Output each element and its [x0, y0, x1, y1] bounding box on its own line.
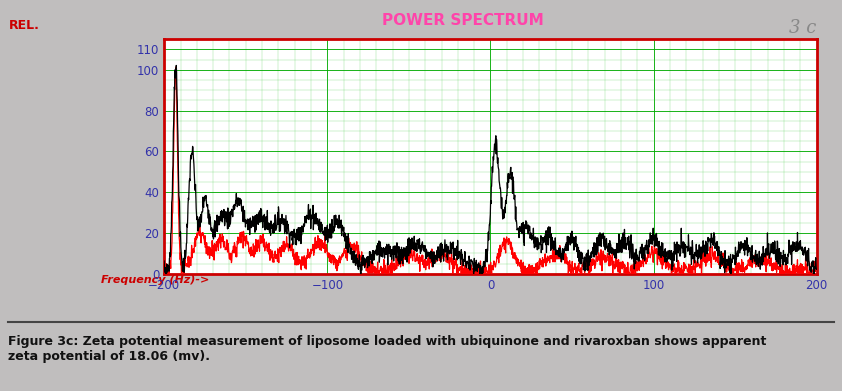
Text: Frequency (Hz)->: Frequency (Hz)-> [101, 274, 210, 285]
Text: 3 c: 3 c [789, 19, 817, 37]
Text: POWER SPECTRUM: POWER SPECTRUM [382, 13, 544, 27]
Text: Figure 3c: Zeta potential measurement of liposome loaded with ubiquinone and riv: Figure 3c: Zeta potential measurement of… [8, 335, 767, 363]
Text: REL.: REL. [8, 19, 40, 32]
